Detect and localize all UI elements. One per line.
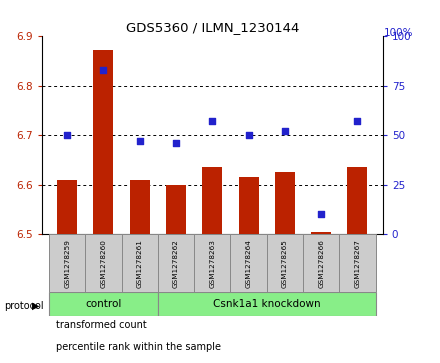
Bar [311,232,331,234]
Bar [130,180,150,234]
Text: GSM1278260: GSM1278260 [100,239,106,287]
Text: protocol: protocol [4,301,44,311]
Point [318,212,325,217]
Point [64,132,71,138]
Point [172,140,180,146]
FancyBboxPatch shape [303,234,339,292]
Bar [57,180,77,234]
Text: ▶: ▶ [32,301,40,311]
Point [209,118,216,124]
Text: GSM1278264: GSM1278264 [246,239,252,287]
Text: 100%: 100% [384,28,414,38]
FancyBboxPatch shape [158,234,194,292]
Point [281,129,288,134]
Text: GSM1278263: GSM1278263 [209,239,215,287]
Point [100,67,107,73]
Bar [275,172,295,234]
FancyBboxPatch shape [49,292,158,316]
Text: GSM1278266: GSM1278266 [318,239,324,287]
FancyBboxPatch shape [231,234,267,292]
Title: GDS5360 / ILMN_1230144: GDS5360 / ILMN_1230144 [125,21,299,34]
FancyBboxPatch shape [194,234,231,292]
Text: Csnk1a1 knockdown: Csnk1a1 knockdown [213,299,320,309]
FancyBboxPatch shape [121,234,158,292]
Bar [202,167,222,234]
Text: GSM1278267: GSM1278267 [354,239,360,287]
Bar [238,177,259,234]
Text: GSM1278265: GSM1278265 [282,239,288,287]
Text: control: control [85,299,121,309]
Text: transformed count: transformed count [56,320,147,330]
Point [136,138,143,144]
FancyBboxPatch shape [49,234,85,292]
FancyBboxPatch shape [339,234,376,292]
Point [245,132,252,138]
Bar [166,185,186,234]
Bar [93,50,114,234]
Text: percentile rank within the sample: percentile rank within the sample [56,342,221,352]
Text: GSM1278261: GSM1278261 [137,239,143,287]
Text: GSM1278262: GSM1278262 [173,239,179,287]
Bar [348,167,367,234]
FancyBboxPatch shape [85,234,121,292]
FancyBboxPatch shape [158,292,376,316]
Text: GSM1278259: GSM1278259 [64,239,70,287]
Point [354,118,361,124]
FancyBboxPatch shape [267,234,303,292]
